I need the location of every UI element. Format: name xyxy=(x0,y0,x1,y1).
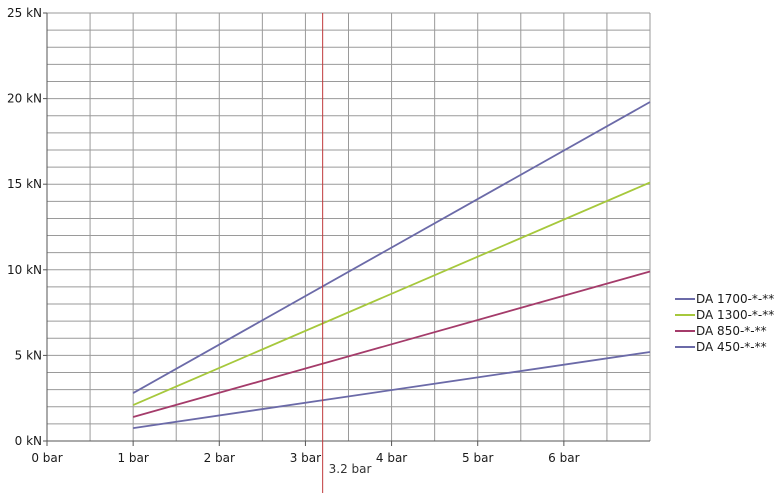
x-tick-label: 2 bar xyxy=(204,451,235,465)
x-tick-label: 3 bar xyxy=(290,451,321,465)
series-lines xyxy=(132,101,651,430)
axes: 0 kN 5 kN 10 kN 15 kN 20 kN 25 kN 0 bar 1 bar 2 … xyxy=(7,6,650,465)
y-tick-label: 25 kN xyxy=(7,6,42,20)
x-tick-label: 4 bar xyxy=(376,451,407,465)
y-tick-label: 10 kN xyxy=(7,263,42,277)
series-line-2 xyxy=(132,181,651,406)
series-line-1 xyxy=(132,101,651,394)
series-line-3 xyxy=(132,270,651,418)
legend-label-3: DA 850-*-** xyxy=(696,324,767,338)
x-tick-label: 0 bar xyxy=(31,451,62,465)
marker-label: 3.2 bar xyxy=(329,462,372,476)
legend-label-4: DA 450-*-** xyxy=(696,340,767,354)
x-tick-label: 6 bar xyxy=(548,451,579,465)
y-tick-label: 20 kN xyxy=(7,92,42,106)
x-tick-label: 5 bar xyxy=(462,451,493,465)
legend-label-2: DA 1300-*-** xyxy=(696,308,774,322)
y-tick-label: 15 kN xyxy=(7,177,42,191)
series-line-4 xyxy=(133,351,651,430)
legend-label-1: DA 1700-*-** xyxy=(696,292,774,306)
y-tick-label: 0 kN xyxy=(15,434,42,448)
reference-marker: 3.2 bar xyxy=(322,13,372,493)
legend: DA 1700-*-** DA 1300-*-** DA 850-*-** DA 45… xyxy=(675,292,774,354)
y-tick-label: 5 kN xyxy=(15,348,42,362)
x-tick-label: 1 bar xyxy=(117,451,148,465)
grid xyxy=(46,12,651,442)
